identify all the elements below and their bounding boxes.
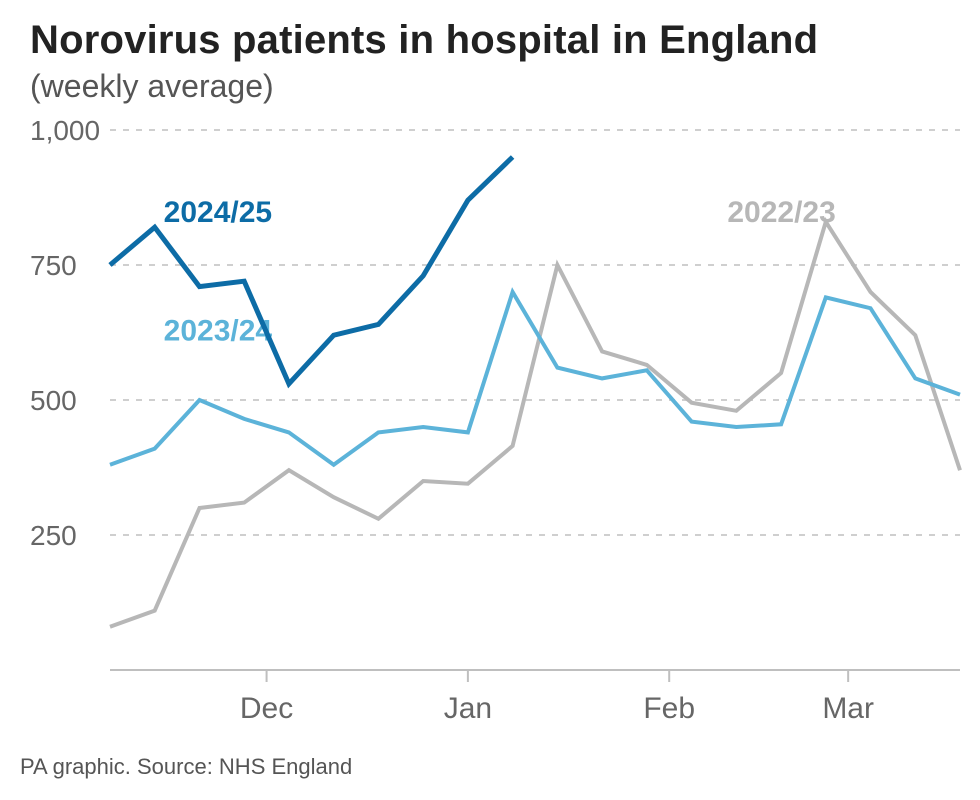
line-chart: 250 500 750 1,000 Dec Jan Feb Mar 2022/23 2023/24… xyxy=(0,0,980,800)
series-label-2023-24: 2023/24 xyxy=(164,315,273,348)
y-tick-label: 250 xyxy=(30,520,77,551)
source-footer: PA graphic. Source: NHS England xyxy=(20,754,352,780)
series-label-2022-23: 2022/23 xyxy=(727,196,835,229)
x-tick-label: Mar xyxy=(822,692,874,725)
series-label-2024-25: 2024/25 xyxy=(164,196,272,229)
y-tick-label: 750 xyxy=(30,250,77,281)
y-tick-label: 500 xyxy=(30,385,77,416)
x-tick-label: Dec xyxy=(240,692,293,725)
x-tick-label: Feb xyxy=(643,692,695,725)
y-tick-label: 1,000 xyxy=(30,115,100,146)
series-line-2024-25 xyxy=(110,157,513,384)
x-tick-label: Jan xyxy=(444,692,492,725)
